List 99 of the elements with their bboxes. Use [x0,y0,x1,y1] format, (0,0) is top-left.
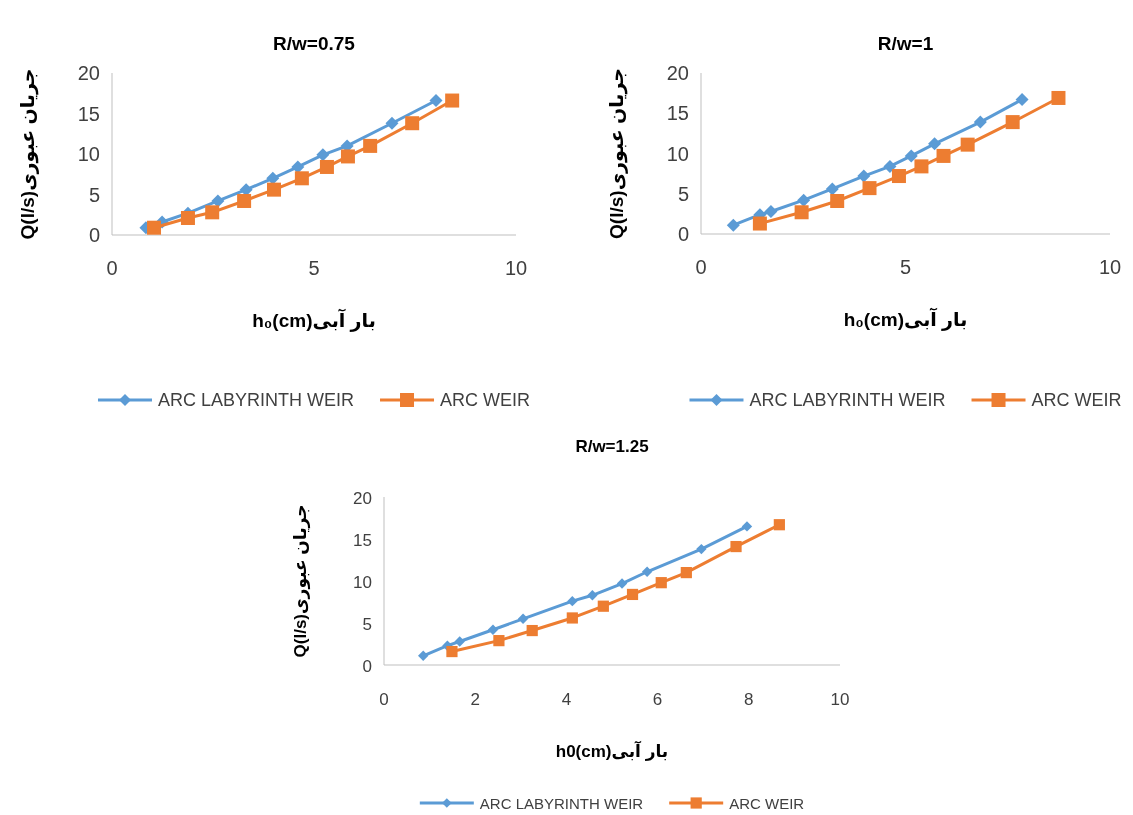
point [418,650,429,661]
point [641,566,653,577]
point [566,612,578,624]
point [319,159,334,174]
x-tick-label: 10 [504,257,528,279]
point [445,93,460,108]
x-axis-title: h₀(cm)بار آبی [843,307,968,331]
x-axis-title: h0(cm)بار آبی [555,740,669,761]
point [904,149,918,163]
point [147,220,162,235]
legend-label: ARC LABYRINTH WEIR [157,390,355,410]
y-tick-label: 0 [88,224,100,246]
point [914,159,929,174]
x-tick-label: 6 [652,690,663,709]
point [773,519,785,531]
y-axis-title: Q(l/s)جریان عبوری [17,68,39,240]
point [936,148,951,163]
point [960,137,975,152]
chart-title: R/w=1.25 [575,437,649,456]
y-axis-title: Q(l/s)جریان عبوری [606,68,628,239]
point [1051,90,1066,105]
point [726,218,740,232]
point [883,159,897,173]
point [825,182,839,196]
y-tick-label: 15 [353,531,372,550]
point [180,210,195,225]
point [487,624,499,635]
point [973,115,987,129]
x-tick-label: 10 [830,690,850,709]
y-tick-label: 0 [677,223,689,245]
y-tick-label: 0 [362,657,372,676]
chart-title: R/w=1 [877,33,934,54]
x-axis-title: h₀(cm)بار آبی [252,308,376,332]
y-tick-label: 20 [353,489,372,508]
point [205,205,220,220]
point [794,205,809,220]
point [385,116,399,130]
point [429,94,443,108]
y-axis-title: Q(l/s)جریان عبوری [291,504,311,658]
point [764,204,778,218]
y-tick-label: 10 [77,143,100,165]
legend-label: ARC WEIR [729,795,805,812]
y-tick-label: 20 [77,62,100,84]
x-tick-label: 0 [106,257,118,279]
point [517,613,529,624]
point [730,540,742,553]
y-tick-label: 5 [677,182,689,205]
point [446,645,458,658]
point [266,171,280,185]
y-tick-label: 5 [88,183,100,206]
point [680,567,692,579]
point [237,193,252,208]
point [741,521,753,532]
legend-label: ARC WEIR [1031,390,1122,410]
x-tick-label: 8 [744,690,754,709]
point [597,600,609,612]
x-tick-label: 5 [899,256,912,278]
x-tick-label: 10 [1098,256,1122,278]
point [316,148,330,162]
point [493,635,505,647]
x-tick-label: 0 [695,256,707,278]
y-tick-label: 15 [666,102,689,125]
y-tick-label: 5 [362,615,372,634]
chart-title: R/w=0.75 [273,33,356,54]
x-tick-label: 0 [379,690,389,709]
point [291,160,305,174]
point [405,116,420,131]
point [928,137,942,151]
point [1015,93,1029,107]
x-tick-label: 2 [470,690,480,709]
point [696,543,707,555]
point [294,171,309,186]
x-tick-label: 4 [561,690,572,709]
point [567,595,578,607]
point [891,169,906,184]
y-tick-label: 10 [353,573,372,592]
y-tick-label: 10 [666,142,689,165]
y-tick-label: 15 [77,102,100,125]
legend-label: ARC LABYRINTH WEIR [479,795,644,812]
point [752,216,767,231]
point [626,588,639,601]
point [526,624,538,637]
point [862,181,877,196]
x-tick-label: 5 [308,257,320,279]
point [857,169,871,183]
point [363,138,378,153]
legend-label: ARC LABYRINTH WEIR [749,390,946,410]
legend-label: ARC WEIR [440,390,531,410]
point [616,578,628,589]
point [655,577,667,589]
point [587,590,598,601]
point [830,194,845,208]
point [340,149,355,164]
y-tick-label: 20 [666,62,689,84]
point [1005,115,1020,130]
point [267,182,281,197]
point [454,636,465,647]
point [797,193,811,207]
point [211,194,225,208]
